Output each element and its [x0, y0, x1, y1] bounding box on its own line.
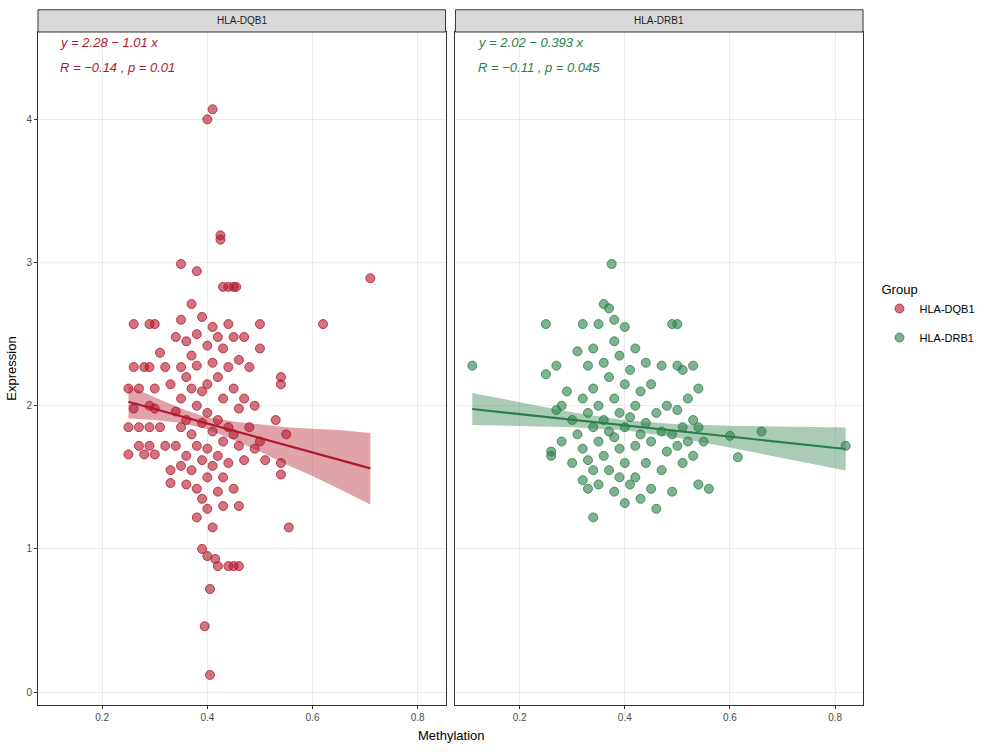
svg-text:R = −0.11 , p = 0.045: R = −0.11 , p = 0.045 [478, 60, 600, 75]
svg-text:0.2: 0.2 [95, 712, 109, 723]
svg-text:1: 1 [26, 543, 32, 554]
svg-text:0.8: 0.8 [411, 712, 425, 723]
svg-text:Methylation: Methylation [418, 728, 484, 743]
svg-text:HLA-DRB1: HLA-DRB1 [920, 332, 974, 344]
svg-text:HLA-DRB1: HLA-DRB1 [634, 15, 684, 26]
svg-text:0.4: 0.4 [200, 712, 214, 723]
svg-text:HLA-DQB1: HLA-DQB1 [920, 303, 975, 315]
svg-text:2: 2 [26, 400, 32, 411]
svg-text:0.6: 0.6 [306, 712, 320, 723]
svg-text:4: 4 [26, 114, 32, 125]
svg-text:y = 2.02 − 0.393 x: y = 2.02 − 0.393 x [478, 35, 584, 50]
svg-text:0: 0 [26, 687, 32, 698]
svg-text:HLA-DQB1: HLA-DQB1 [217, 15, 267, 26]
svg-text:3: 3 [26, 257, 32, 268]
svg-text:0.8: 0.8 [828, 712, 842, 723]
svg-text:R = −0.14 , p = 0.01: R = −0.14 , p = 0.01 [60, 60, 175, 75]
svg-text:Expression: Expression [4, 336, 19, 400]
svg-text:Group: Group [882, 282, 918, 297]
svg-text:0.4: 0.4 [618, 712, 632, 723]
svg-text:y = 2.28 − 1.01 x: y = 2.28 − 1.01 x [60, 35, 158, 50]
svg-text:0.6: 0.6 [723, 712, 737, 723]
svg-text:0.2: 0.2 [513, 712, 527, 723]
